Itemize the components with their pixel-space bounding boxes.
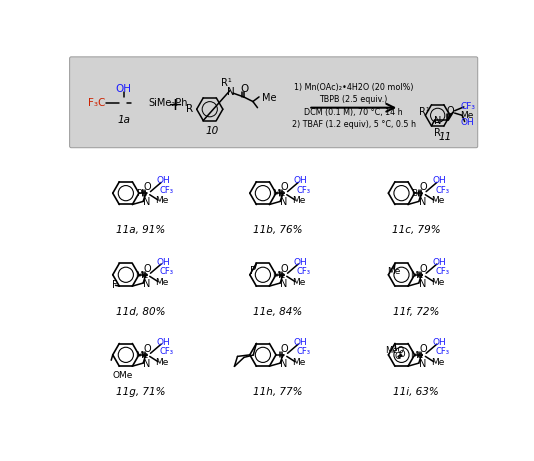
Text: 11f, 72%: 11f, 72% xyxy=(393,307,439,317)
Text: 11c, 79%: 11c, 79% xyxy=(392,225,441,235)
Text: CF₃: CF₃ xyxy=(297,186,311,195)
Text: O: O xyxy=(280,264,288,274)
Text: R¹: R¹ xyxy=(419,107,430,117)
Text: Me: Me xyxy=(460,111,474,120)
Text: N: N xyxy=(227,87,235,97)
Text: O: O xyxy=(280,344,288,354)
Text: Me: Me xyxy=(155,358,169,367)
Text: Me: Me xyxy=(262,93,277,103)
Text: C: C xyxy=(394,352,400,361)
Text: CF₃: CF₃ xyxy=(160,347,174,356)
Text: 11i, 63%: 11i, 63% xyxy=(393,387,439,397)
Text: OH: OH xyxy=(433,176,446,185)
Text: O: O xyxy=(144,264,151,274)
Text: Me: Me xyxy=(431,358,444,367)
Text: DCM (0.1 M), 70 °C, 14 h: DCM (0.1 M), 70 °C, 14 h xyxy=(304,108,403,117)
Text: +: + xyxy=(167,96,182,114)
Text: N: N xyxy=(419,279,426,289)
Text: N: N xyxy=(280,359,288,369)
Text: 1) Mn(OAc)₂•4H2O (20 mol%): 1) Mn(OAc)₂•4H2O (20 mol%) xyxy=(294,83,413,92)
Text: OH: OH xyxy=(433,258,446,267)
Text: R: R xyxy=(186,104,193,114)
Text: N: N xyxy=(419,359,426,369)
Text: O: O xyxy=(144,182,151,192)
Text: O: O xyxy=(240,84,248,94)
Text: OH: OH xyxy=(156,338,170,347)
Text: CF₃: CF₃ xyxy=(297,267,311,276)
Text: O: O xyxy=(398,350,405,359)
Text: OH: OH xyxy=(460,118,474,127)
Text: Me: Me xyxy=(387,267,400,277)
Text: Me: Me xyxy=(411,351,424,360)
Text: Me: Me xyxy=(155,278,169,287)
Text: SiMe₂Ph: SiMe₂Ph xyxy=(148,98,187,108)
Text: OH: OH xyxy=(156,176,170,185)
Text: N: N xyxy=(143,197,151,207)
Text: O: O xyxy=(280,182,288,192)
Text: Me: Me xyxy=(293,358,306,367)
Text: CF₃: CF₃ xyxy=(297,347,311,356)
Text: TBPB (2.5 equiv.): TBPB (2.5 equiv.) xyxy=(319,95,388,105)
Text: Me: Me xyxy=(272,271,285,280)
Text: OH: OH xyxy=(294,258,308,267)
FancyBboxPatch shape xyxy=(69,57,478,148)
Text: Me: Me xyxy=(272,189,285,198)
Text: 11b, 76%: 11b, 76% xyxy=(253,225,302,235)
Text: N: N xyxy=(143,279,151,289)
Text: CF₃: CF₃ xyxy=(435,186,449,195)
Text: F: F xyxy=(250,266,256,276)
Text: O: O xyxy=(419,264,427,274)
Text: 10: 10 xyxy=(206,126,219,136)
Text: R¹: R¹ xyxy=(221,78,232,88)
Text: OH: OH xyxy=(294,176,308,185)
Text: R: R xyxy=(434,128,441,138)
Text: N: N xyxy=(280,197,288,207)
Text: N: N xyxy=(434,116,442,126)
Text: Me: Me xyxy=(411,271,424,280)
Text: 11d, 80%: 11d, 80% xyxy=(116,307,165,317)
Text: 11a, 91%: 11a, 91% xyxy=(116,225,165,235)
Text: Me: Me xyxy=(293,278,306,287)
Text: CF₃: CF₃ xyxy=(160,186,174,195)
Text: OH: OH xyxy=(433,338,446,347)
Text: Me: Me xyxy=(431,196,444,205)
Text: 11h, 77%: 11h, 77% xyxy=(253,387,302,397)
Text: N: N xyxy=(419,197,426,207)
Text: 2) TBAF (1.2 equiv), 5 °C, 0.5 h: 2) TBAF (1.2 equiv), 5 °C, 0.5 h xyxy=(292,120,416,129)
Text: 11e, 84%: 11e, 84% xyxy=(253,307,302,317)
Text: 11g, 71%: 11g, 71% xyxy=(116,387,165,397)
Text: Bn: Bn xyxy=(411,189,423,198)
Text: OH: OH xyxy=(115,84,131,94)
Text: Me: Me xyxy=(135,271,148,280)
Text: 1a: 1a xyxy=(117,115,130,125)
Text: Ph: Ph xyxy=(136,189,147,198)
Text: Me: Me xyxy=(431,278,444,287)
Text: O: O xyxy=(419,182,427,192)
Text: Me: Me xyxy=(155,196,169,205)
Text: O: O xyxy=(144,344,151,354)
Text: OMe: OMe xyxy=(113,371,133,380)
Text: N: N xyxy=(280,279,288,289)
Text: N: N xyxy=(143,359,151,369)
Text: F₃C: F₃C xyxy=(88,98,105,108)
Text: CF₃: CF₃ xyxy=(435,347,449,356)
Text: O: O xyxy=(419,344,427,354)
Text: Me: Me xyxy=(135,351,148,360)
Text: CF₃: CF₃ xyxy=(435,267,449,276)
Text: OH: OH xyxy=(156,258,170,267)
Text: MeO: MeO xyxy=(386,346,405,355)
Text: Me: Me xyxy=(293,196,306,205)
Text: CF₃: CF₃ xyxy=(461,101,476,111)
Text: CF₃: CF₃ xyxy=(160,267,174,276)
Text: 11: 11 xyxy=(439,132,452,142)
Text: O: O xyxy=(446,106,454,117)
Text: OH: OH xyxy=(294,338,308,347)
Text: F: F xyxy=(112,279,117,290)
